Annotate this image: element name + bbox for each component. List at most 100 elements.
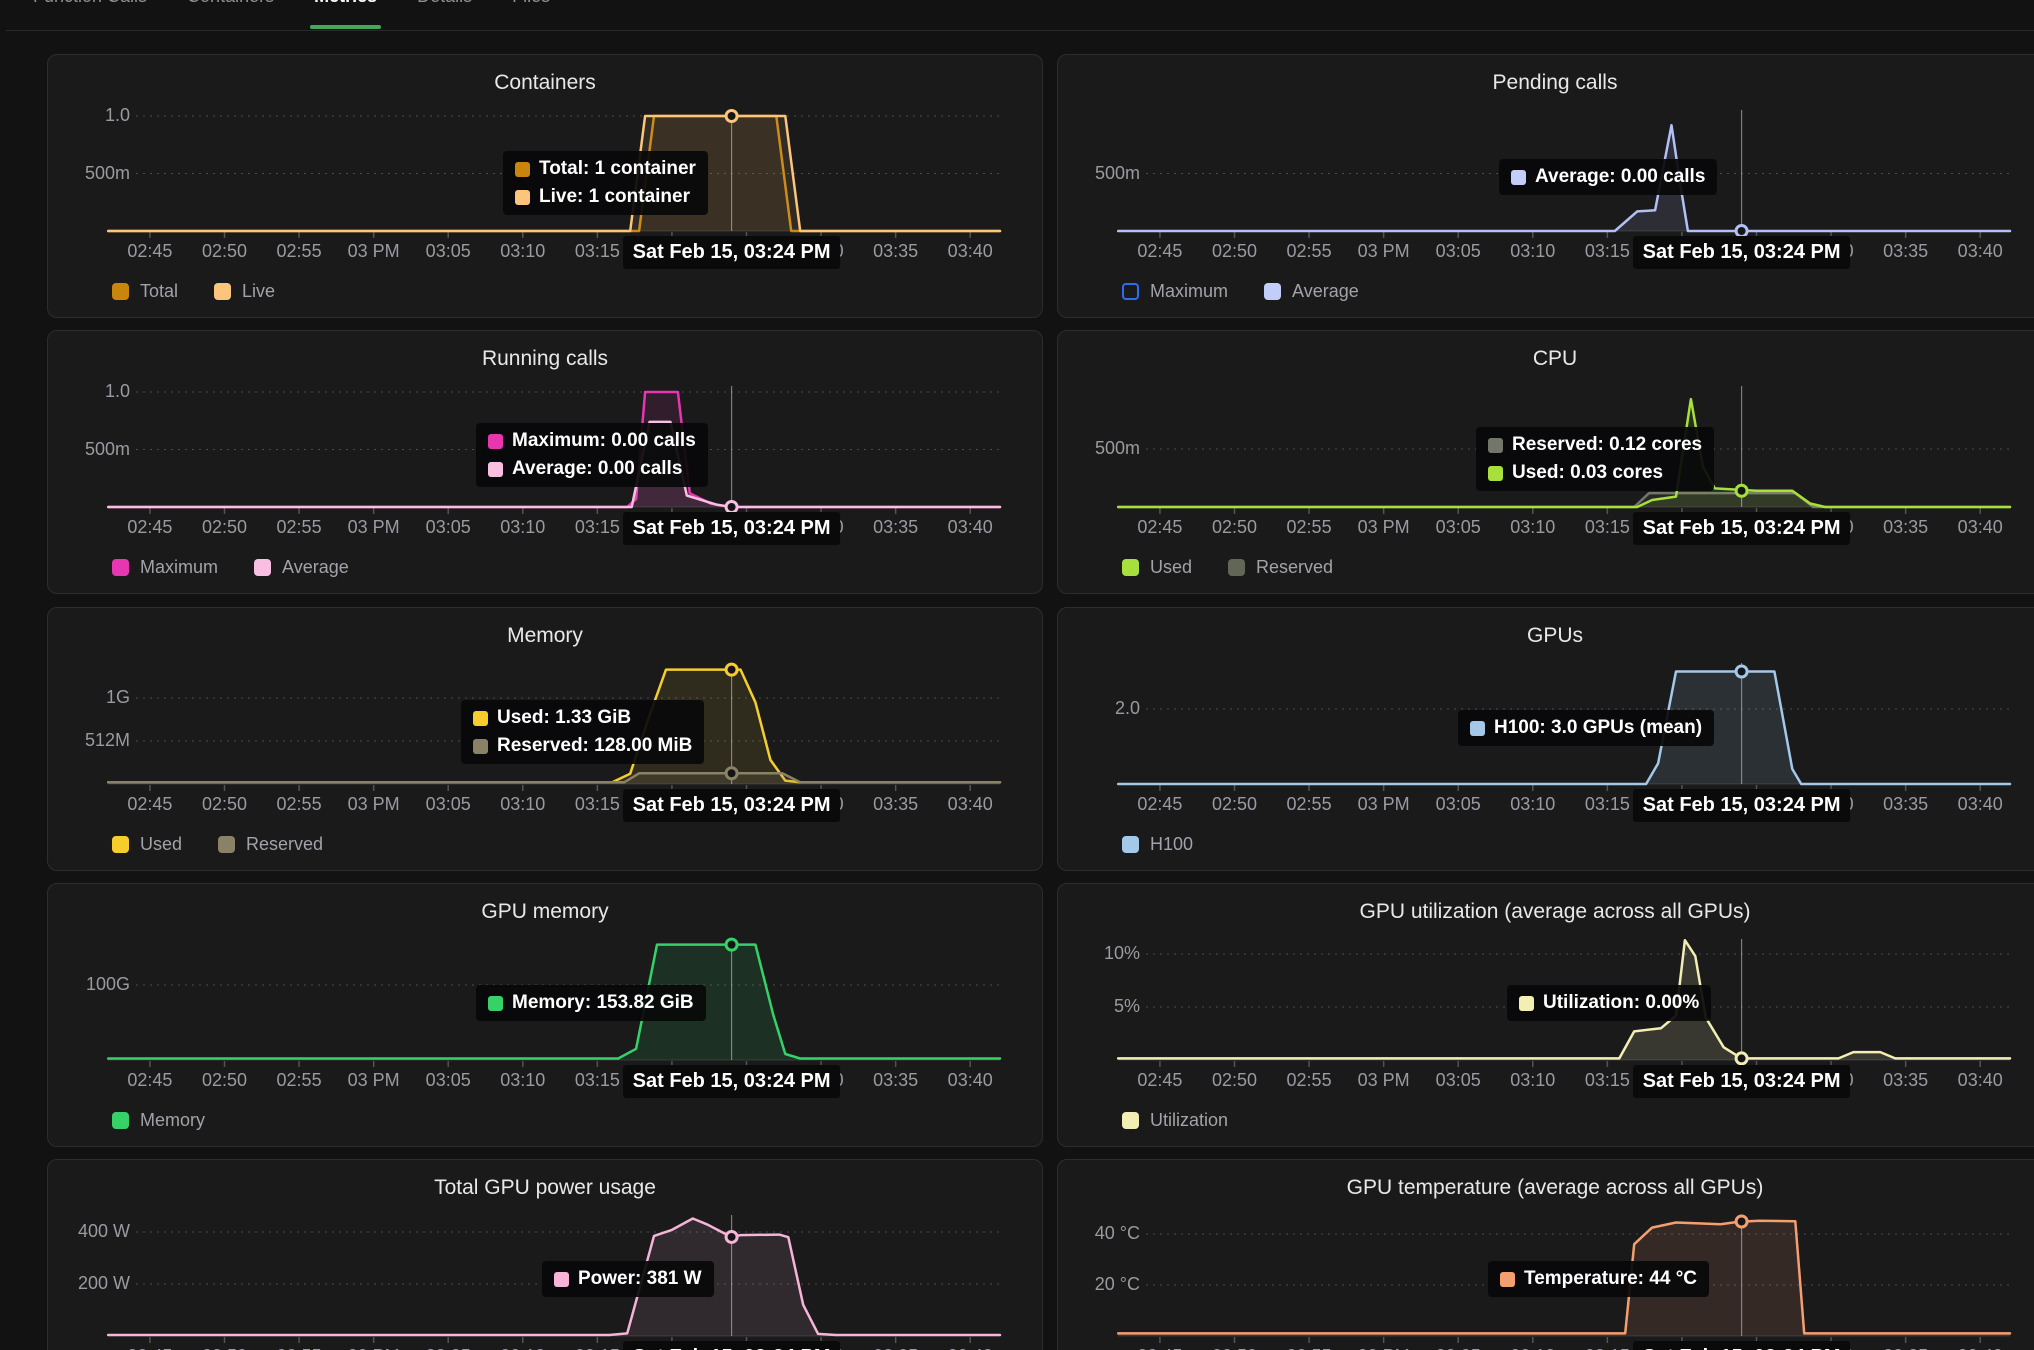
- tooltip-series-swatch: [488, 433, 503, 449]
- y-axis-tick-label: 100G: [85, 974, 130, 994]
- x-axis-tick-label: 02:50: [201, 517, 248, 537]
- legend-swatch-reserved: [1228, 559, 1246, 576]
- x-axis-tick-label: 02:45: [127, 794, 173, 814]
- x-axis-tick-label: 02:50: [202, 1346, 247, 1350]
- tab-function-calls[interactable]: Function Calls: [33, 0, 147, 7]
- x-axis-tick-label: 03:40: [1957, 517, 2003, 537]
- tooltip-series-swatch: [1511, 169, 1526, 185]
- chart-title-running-calls: Running calls: [481, 347, 609, 370]
- x-axis-tick-label: 03:35: [873, 794, 919, 814]
- x-axis-tick-label: 03 PM: [1357, 241, 1410, 261]
- tooltip-row: Average: 0.00 calls: [488, 458, 696, 480]
- chart-tooltip-cpu: Reserved: 0.12 cores Used: 0.03 cores: [1476, 427, 1715, 491]
- chart-plot-gpu-memory[interactable]: [48, 884, 1043, 1147]
- crosshair-date-tooltip: Sat Feb 15, 03:24 PM: [1632, 789, 1851, 822]
- x-axis-tick-label: 03:40: [947, 241, 993, 261]
- legend-swatch-average: [254, 559, 272, 576]
- x-axis-tick-label: 03:15: [1584, 517, 1630, 537]
- x-axis-tick-label: 03:35: [873, 241, 919, 261]
- tooltip-row: Live: 1 container: [515, 186, 696, 208]
- chart-title-gpu-temperature: GPU temperature (average across all GPUs…: [1346, 1176, 1764, 1199]
- x-axis-tick-label: 03:35: [873, 1070, 919, 1090]
- x-axis-tick-label: 03:15: [575, 1346, 620, 1350]
- x-axis-tick-label: 02:55: [276, 794, 322, 814]
- tab-bar: Function Calls Containers Metrics Details Fi…: [0, 0, 2034, 30]
- legend-item-memory[interactable]: Memory: [112, 1110, 205, 1131]
- x-axis-tick-label: 03 PM: [347, 1070, 400, 1090]
- chart-title-containers: Containers: [494, 71, 596, 94]
- legend-item-maximum[interactable]: Maximum: [1122, 281, 1228, 302]
- chart-tooltip-gpu-power: Power: 381 W: [542, 1261, 714, 1297]
- legend-item-average[interactable]: Average: [254, 557, 349, 578]
- legend-label: Reserved: [1256, 557, 1334, 577]
- chart-card-gpu-utilization: GPU utilization (average across all GPUs…: [1057, 883, 2034, 1147]
- legend-item-reserved[interactable]: Reserved: [218, 834, 323, 855]
- tab-metrics[interactable]: Metrics: [314, 0, 377, 7]
- tab-files[interactable]: Files: [512, 0, 550, 7]
- chart-plot-gpu-temperature[interactable]: [1058, 1160, 2034, 1350]
- x-axis-tick-label: 03:35: [1883, 241, 1929, 261]
- y-axis-tick-label: 2.0: [1114, 698, 1140, 718]
- tooltip-series-swatch: [1488, 465, 1503, 481]
- tab-containers[interactable]: Containers: [187, 0, 274, 7]
- crosshair-date-tooltip: Sat Feb 15, 03:24 PM: [622, 512, 841, 545]
- chart-title-cpu: CPU: [1532, 347, 1578, 370]
- legend-label: Used: [1150, 557, 1193, 577]
- chart-plot-memory[interactable]: [48, 608, 1043, 871]
- x-axis-tick-label: 02:55: [1287, 1346, 1332, 1350]
- chart-card-gpu-temperature: GPU temperature (average across all GPUs…: [1057, 1159, 2034, 1350]
- x-axis-tick-label: 03:15: [1584, 794, 1630, 814]
- chart-plot-containers[interactable]: [48, 55, 1043, 318]
- legend-item-h100[interactable]: H100: [1122, 834, 1193, 855]
- tooltip-series-value: Temperature: 44 °C: [1524, 1268, 1698, 1289]
- legend-item-live[interactable]: Live: [214, 281, 275, 302]
- legend-item-total[interactable]: Total: [112, 281, 178, 302]
- tooltip-row: Used: 1.33 GiB: [473, 707, 692, 729]
- tooltip-series-value: Maximum: 0.00 calls: [512, 430, 696, 451]
- tooltip-series-value: Utilization: 0.00%: [1543, 992, 1700, 1013]
- x-axis-tick-label: 03:05: [425, 241, 471, 261]
- tooltip-series-swatch: [515, 161, 530, 177]
- x-axis-tick-label: 03:35: [1883, 1070, 1929, 1090]
- legend-item-used[interactable]: Used: [112, 834, 182, 855]
- x-axis-tick-label: 03 PM: [347, 517, 400, 537]
- legend-item-utilization[interactable]: Utilization: [1122, 1110, 1228, 1131]
- tooltip-row: Used: 0.03 cores: [1488, 462, 1702, 484]
- x-axis-tick-label: 03 PM: [1357, 794, 1410, 814]
- x-axis-tick-label: 03:05: [426, 1346, 471, 1350]
- x-axis-tick-label: 03:35: [873, 517, 919, 537]
- chart-plot-gpu-power[interactable]: [48, 1160, 1043, 1350]
- legend-label: Maximum: [1150, 281, 1229, 301]
- legend-swatch-utilization: [1122, 1112, 1139, 1129]
- legend-item-maximum[interactable]: Maximum: [112, 557, 218, 578]
- legend-swatch-used: [1122, 559, 1139, 576]
- y-axis-tick-label: 1G: [105, 687, 130, 707]
- x-axis-tick-label: 03:15: [574, 1070, 620, 1090]
- legend-label: Average: [282, 557, 349, 577]
- chart-card-gpus: GPUs 2.0 02:45 02:50 02:55 03 PM 03:05 03:10 03:…: [1057, 607, 2034, 871]
- x-axis-tick-label: 03:15: [1584, 241, 1630, 261]
- tooltip-series-value: Average: 0.00 calls: [1535, 166, 1706, 187]
- legend-item-reserved[interactable]: Reserved: [1228, 557, 1333, 578]
- x-axis-tick-label: 02:55: [1286, 241, 1332, 261]
- x-axis-tick-label: 03:10: [500, 1346, 545, 1350]
- chart-plot-gpus[interactable]: [1058, 608, 2034, 871]
- x-axis-tick-label: 03 PM: [1358, 1346, 1410, 1350]
- x-axis-tick-label: 02:45: [127, 1346, 172, 1350]
- x-axis-tick-label: 02:45: [127, 517, 173, 537]
- x-axis-tick-label: 03:15: [574, 794, 620, 814]
- x-axis-tick-label: 03:40: [947, 517, 993, 537]
- tooltip-series-swatch: [488, 995, 503, 1011]
- legend-item-used[interactable]: Used: [1122, 557, 1192, 578]
- x-axis-tick-label: 03 PM: [348, 1346, 400, 1350]
- chart-legend-pending-calls: Maximum Average: [1122, 281, 1359, 302]
- tooltip-series-swatch: [554, 1271, 569, 1287]
- tab-details[interactable]: Details: [417, 0, 472, 7]
- legend-item-average[interactable]: Average: [1264, 281, 1359, 302]
- tooltip-series-value: H100: 3.0 GPUs (mean): [1494, 717, 1703, 738]
- crosshair-date-tooltip: Sat Feb 15, 03:24 PM: [622, 1341, 841, 1350]
- tooltip-series-value: Power: 381 W: [578, 1268, 702, 1289]
- x-axis-tick-label: 02:50: [1212, 1346, 1257, 1350]
- crosshair-date-tooltip: Sat Feb 15, 03:24 PM: [622, 1065, 841, 1098]
- legend-label: Total: [140, 281, 179, 301]
